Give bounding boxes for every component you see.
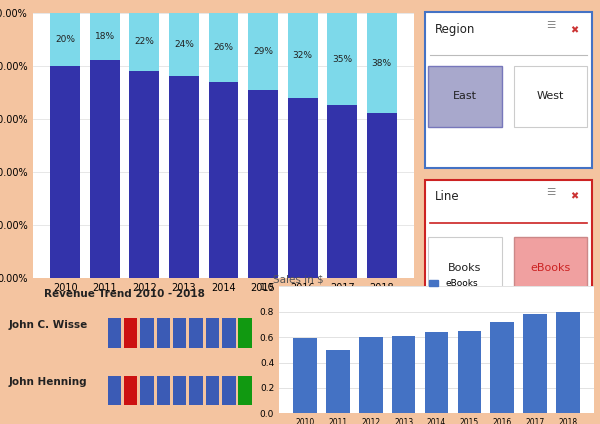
Bar	[328, 13, 357, 106]
Bar	[326, 350, 350, 413]
FancyBboxPatch shape	[190, 376, 203, 405]
Text: 35%: 35%	[332, 55, 352, 64]
FancyBboxPatch shape	[514, 66, 587, 127]
Text: Line: Line	[435, 190, 460, 203]
FancyBboxPatch shape	[173, 376, 187, 405]
Text: John Henning: John Henning	[9, 377, 88, 388]
Bar	[288, 98, 317, 278]
Bar	[209, 81, 238, 278]
Text: 32%: 32%	[293, 50, 313, 60]
FancyBboxPatch shape	[222, 318, 236, 348]
Text: West: West	[537, 92, 564, 101]
FancyBboxPatch shape	[222, 376, 236, 405]
Bar	[248, 89, 278, 278]
Bar	[328, 106, 357, 278]
Text: 18%: 18%	[95, 32, 115, 41]
Bar	[248, 13, 278, 89]
Bar	[209, 13, 238, 81]
Bar	[50, 66, 80, 278]
Text: 29%: 29%	[253, 47, 273, 56]
Text: 22%: 22%	[134, 37, 154, 46]
Bar	[90, 60, 119, 278]
FancyBboxPatch shape	[425, 180, 592, 327]
FancyBboxPatch shape	[428, 66, 502, 127]
Text: ✖: ✖	[570, 192, 578, 202]
FancyBboxPatch shape	[190, 318, 203, 348]
Bar	[523, 314, 547, 413]
Bar	[359, 337, 383, 413]
Text: ☰: ☰	[546, 187, 556, 197]
Text: John C. Wisse: John C. Wisse	[9, 320, 88, 330]
Text: eBooks: eBooks	[530, 263, 571, 273]
Legend: eBooks: eBooks	[425, 276, 481, 292]
FancyBboxPatch shape	[425, 12, 592, 168]
FancyBboxPatch shape	[157, 376, 170, 405]
Bar	[367, 13, 397, 113]
Text: Books: Books	[448, 263, 482, 273]
FancyBboxPatch shape	[514, 237, 587, 300]
FancyBboxPatch shape	[140, 376, 154, 405]
Bar	[425, 332, 448, 413]
FancyBboxPatch shape	[238, 376, 252, 405]
FancyBboxPatch shape	[107, 318, 121, 348]
FancyBboxPatch shape	[238, 318, 252, 348]
FancyBboxPatch shape	[107, 376, 121, 405]
Text: 38%: 38%	[372, 59, 392, 67]
Text: ✖: ✖	[570, 25, 578, 35]
Text: 20%: 20%	[55, 35, 75, 44]
Bar	[130, 71, 159, 278]
Bar	[367, 113, 397, 278]
Text: Region: Region	[435, 23, 475, 36]
FancyBboxPatch shape	[428, 237, 502, 300]
Bar	[490, 322, 514, 413]
Bar	[288, 13, 317, 98]
FancyBboxPatch shape	[206, 318, 219, 348]
Text: 26%: 26%	[214, 43, 233, 52]
Text: East: East	[453, 92, 477, 101]
FancyBboxPatch shape	[157, 318, 170, 348]
Text: Revenue Trend 2010 - 2018: Revenue Trend 2010 - 2018	[44, 289, 205, 299]
FancyBboxPatch shape	[124, 376, 137, 405]
FancyBboxPatch shape	[206, 376, 219, 405]
FancyBboxPatch shape	[140, 318, 154, 348]
Bar	[169, 13, 199, 76]
FancyBboxPatch shape	[173, 318, 187, 348]
Bar	[130, 13, 159, 71]
Bar	[90, 13, 119, 60]
Text: 24%: 24%	[174, 40, 194, 49]
Text: Sales in $: Sales in $	[272, 274, 323, 284]
FancyBboxPatch shape	[124, 318, 137, 348]
Bar	[392, 336, 415, 413]
Bar	[458, 331, 481, 413]
Bar	[169, 76, 199, 278]
Bar	[556, 312, 580, 413]
Bar	[50, 13, 80, 66]
Bar	[293, 338, 317, 413]
Text: ☰: ☰	[546, 20, 556, 30]
